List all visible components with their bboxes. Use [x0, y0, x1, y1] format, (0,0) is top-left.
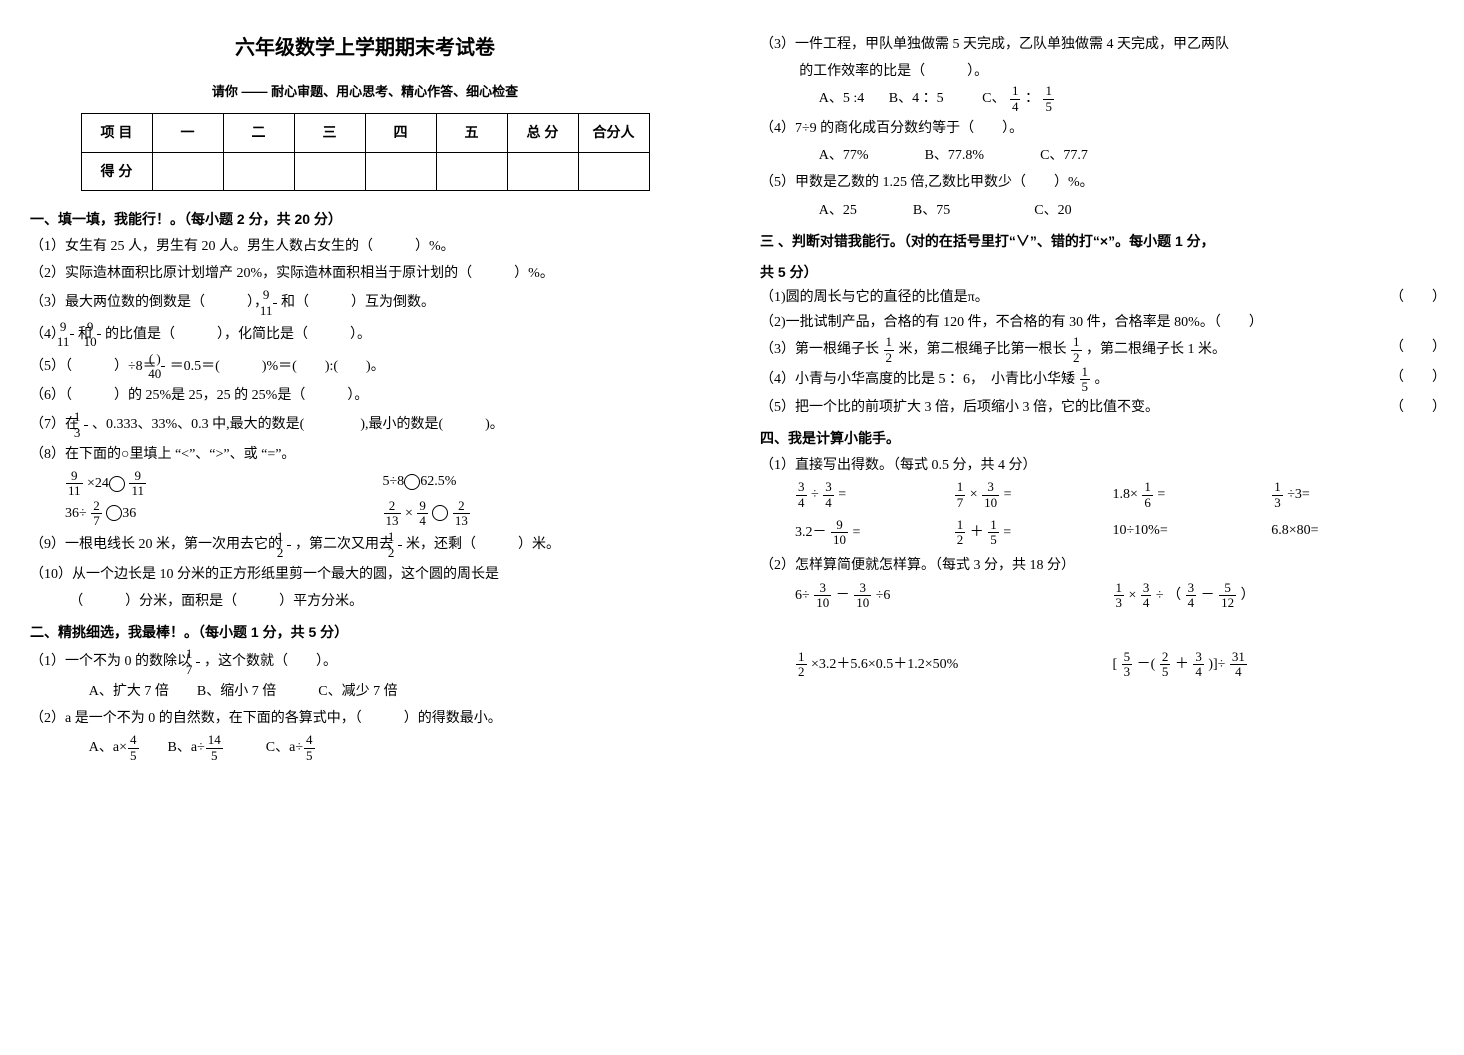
section-3-head: 三 、判断对错我能行。（对的在括号里打“∨”、错的打“×”。每小题 1 分，: [760, 229, 1430, 254]
section-2-head: 二、精挑细选，我最棒！。（每小题 1 分，共 5 分）: [30, 620, 700, 645]
q1-4: （4） 911 和 910 的比值是（ ），化简比是（ ）。: [30, 320, 700, 350]
q2-2: （2）a 是一个不为 0 的自然数，在下面的各算式中，（ ）的得数最小。: [30, 706, 700, 731]
q2-2-opts: A、a×45 B、a÷145 C、a÷45: [30, 733, 700, 763]
q1-8-row1: 911 ×24 911 5÷862.5%: [30, 469, 700, 499]
q1-8-row2: 36÷ 27 36 213 × 94 213: [30, 499, 700, 529]
q1-10a: （10）从一个边长是 10 分米的正方形纸里剪一个最大的圆，这个圆的周长是: [30, 562, 700, 587]
section-4-head: 四、我是计算小能手。: [760, 426, 1430, 451]
q1-5: （5）（ ）÷8＝ ( )40 ＝0.5＝( )%＝( ):( )。: [30, 352, 700, 382]
q1-9: （9）一根电线长 20 米，第一次用去它的 12 ，第二次又用去 12 米，还剩…: [30, 530, 700, 560]
q1-2: （2）实际造林面积比原计划增产 20%，实际造林面积相当于原计划的（ ）%。: [30, 261, 700, 286]
circle-icon: [109, 476, 125, 492]
q2-3: （3）一件工程，甲队单独做需 5 天完成，乙队单独做需 4 天完成，甲乙两队: [760, 32, 1430, 57]
q2-3b: 的工作效率的比是（ ）。: [760, 59, 1430, 84]
q3-5: （5）把一个比的前项扩大 3 倍，后项缩小 3 倍，它的比值不变。（ ）: [760, 395, 1430, 420]
th-checker: 合分人: [578, 114, 649, 152]
q1-8: （8）在下面的○里填上 “<”、“>”、或 “=”。: [30, 442, 700, 467]
th-3: 三: [294, 114, 365, 152]
calc-row-1: 34 ÷ 34 = 17 × 310 = 1.8× 16 = 13 ÷3=: [760, 480, 1430, 510]
th-item: 项 目: [81, 114, 152, 152]
q1-10b: （ ）分米，面积是（ ）平方分米。: [30, 589, 700, 614]
row-score: 得 分: [81, 152, 152, 190]
q1-6: （6）（ ）的 25%是 25，25 的 25%是（ ）。: [30, 383, 700, 408]
th-1: 一: [152, 114, 223, 152]
q2-3-opts: A、5 :4 B、4 ：5 C、 14 ： 15: [760, 84, 1430, 114]
th-4: 四: [365, 114, 436, 152]
expr-row-1: 6÷ 310 － 310 ÷6 13 × 34 ÷ （ 34 － 512 ）: [760, 581, 1430, 611]
exam-subtitle: 请你 —— 耐心审题、用心思考、精心作答、细心检查: [30, 80, 700, 103]
q3-4: （4）小青与小华高度的比是 5 ：6， 小青比小华矮 15 。 （ ）: [760, 365, 1430, 395]
q2-5-opts: A、25 B、75 C、20: [760, 198, 1430, 223]
th-5: 五: [436, 114, 507, 152]
calc-row-2: 3.2－ 910 = 12 ＋ 15 = 10÷10%= 6.8×80=: [760, 518, 1430, 548]
section-1-head: 一、填一填，我能行！。（每小题 2 分，共 20 分）: [30, 207, 700, 232]
q2-5: （5）甲数是乙数的 1.25 倍,乙数比甲数少（ ）%。: [760, 170, 1430, 195]
th-total: 总 分: [507, 114, 578, 152]
q2-1-opts: A、扩大 7 倍 B、缩小 7 倍 C、减少 7 倍: [30, 679, 700, 704]
circle-icon: [404, 474, 420, 490]
q4-2: （2）怎样算简便就怎样算。（每式 3 分，共 18 分）: [760, 553, 1430, 578]
left-column: 六年级数学上学期期末考试卷 请你 —— 耐心审题、用心思考、精心作答、细心检查 …: [30, 30, 700, 763]
q4-1: （1）直接写出得数。（每式 0.5 分，共 4 分）: [760, 453, 1430, 478]
q1-7: （7）在 13 、0.333、33%、0.3 中,最大的数是( ),最小的数是(…: [30, 410, 700, 440]
q2-4-opts: A、77% B、77.8% C、77.7: [760, 143, 1430, 168]
circle-icon: [432, 505, 448, 521]
right-column: （3）一件工程，甲队单独做需 5 天完成，乙队单独做需 4 天完成，甲乙两队 的…: [760, 30, 1430, 763]
section-3-head2: 共 5 分）: [760, 260, 1430, 285]
q3-1: （1)圆的周长与它的直径的比值是π。（ ）: [760, 285, 1430, 310]
q2-4: （4）7÷9 的商化成百分数约等于（ ）。: [760, 116, 1430, 141]
expr-row-2: 12 ×3.2＋5.6×0.5＋1.2×50% [ 53 －( 25 ＋ 34 …: [760, 650, 1430, 680]
score-table: 项 目 一 二 三 四 五 总 分 合分人 得 分: [81, 113, 650, 190]
frac-9-11: 911: [273, 288, 277, 318]
exam-title: 六年级数学上学期期末考试卷: [30, 30, 700, 66]
q1-1: （1）女生有 25 人，男生有 20 人。男生人数占女生的（ ）%。: [30, 234, 700, 259]
q3-3: （3）第一根绳子长 12 米，第二根绳子比第一根长 12 ，第二根绳子长 1 米…: [760, 335, 1430, 365]
q2-1: （1）一个不为 0 的数除以 17 ，这个数就（ ）。: [30, 647, 700, 677]
th-2: 二: [223, 114, 294, 152]
q3-2: （2)一批试制产品，合格的有 120 件，不合格的有 30 件，合格率是 80%…: [760, 310, 1430, 335]
q1-3: （3）最大两位数的倒数是（ ）， 911 和（ ）互为倒数。: [30, 288, 700, 318]
circle-icon: [106, 505, 122, 521]
